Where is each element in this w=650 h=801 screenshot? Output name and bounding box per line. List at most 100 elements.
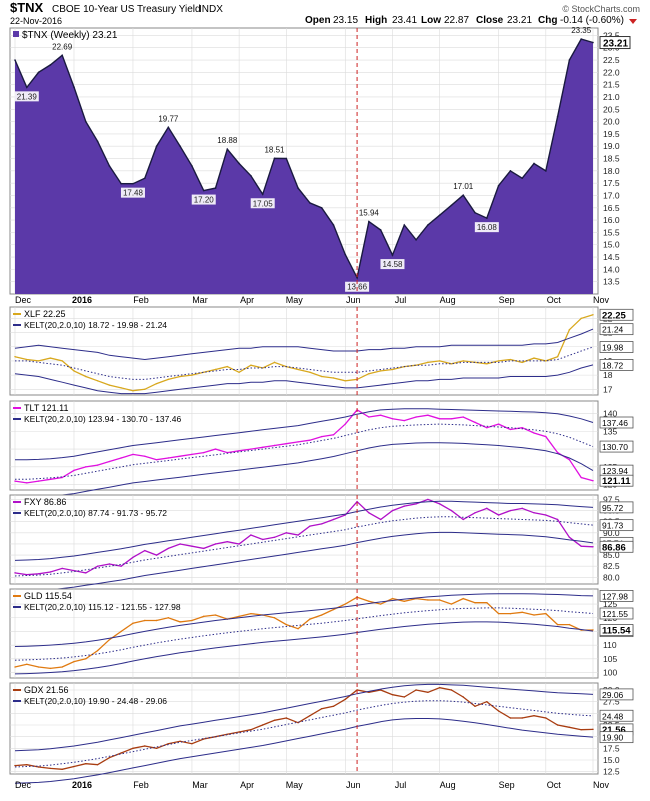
price-point	[309, 618, 311, 620]
axis-value: 137.46	[602, 418, 628, 428]
x-tick-label: Feb	[133, 295, 149, 305]
tnx-point	[49, 64, 52, 66]
price-point	[108, 563, 111, 565]
axis-value: 21.56	[602, 725, 626, 736]
axis-value: 95.72	[602, 503, 624, 513]
price-point	[368, 416, 370, 418]
price-point	[167, 378, 170, 381]
tnx-point	[179, 145, 181, 148]
tnx-point	[285, 157, 288, 160]
price-point	[179, 455, 181, 457]
price-point	[533, 432, 535, 434]
price-point	[61, 666, 63, 668]
low-value: 22.87	[444, 15, 469, 26]
data-label: 23.35	[571, 26, 592, 35]
price-point	[250, 534, 252, 536]
price-point	[556, 451, 559, 454]
price-point	[37, 573, 40, 575]
y-tick-label: 14.0	[603, 264, 620, 274]
axis-value-tag	[599, 341, 634, 353]
y-tick-label: 18.5	[603, 154, 620, 164]
price-point	[462, 416, 464, 418]
tnx-point	[73, 86, 75, 88]
price-point	[427, 361, 429, 364]
tnx-point	[320, 206, 323, 209]
tnx-point	[155, 145, 158, 148]
tnx-point	[37, 71, 40, 74]
axis-value-tag	[599, 416, 634, 429]
price-point	[497, 612, 500, 615]
data-label: 19.77	[158, 114, 179, 123]
price-point	[144, 455, 146, 457]
data-label-bg	[345, 281, 370, 292]
tnx-point	[14, 59, 16, 61]
price-point	[250, 612, 252, 615]
price-point	[250, 364, 252, 366]
tnx-point	[474, 211, 476, 214]
price-point	[203, 615, 205, 618]
y-tick-label: 17.5	[603, 178, 620, 188]
price-point	[273, 444, 276, 447]
keltner-line	[14, 500, 594, 561]
y-tick-label: 125	[603, 599, 617, 609]
y-tick-label: 18.0	[603, 166, 620, 176]
tnx-area	[15, 39, 593, 294]
price-point	[262, 724, 264, 726]
price-point	[533, 357, 535, 359]
tnx-point	[191, 165, 193, 167]
price-point	[497, 423, 500, 425]
price-point	[61, 360, 63, 362]
chg-value: -0.14 (-0.60%)	[560, 15, 624, 26]
price-point	[438, 503, 441, 505]
price-point	[73, 660, 75, 663]
price-point	[108, 638, 111, 641]
price-point	[49, 767, 52, 770]
price-point	[285, 532, 288, 534]
price-point	[592, 314, 594, 316]
y-tick-label: 16.0	[603, 215, 620, 225]
price-point	[320, 523, 323, 525]
price-point	[379, 414, 382, 416]
price-point	[368, 373, 370, 375]
price-point	[61, 768, 63, 771]
axis-value: 91.73	[602, 521, 624, 531]
price-point	[132, 747, 134, 750]
tnx-point	[226, 148, 229, 150]
tnx-point	[238, 162, 240, 165]
price-point	[391, 368, 394, 371]
x-tick-label: Sep	[499, 295, 515, 305]
y-tick-label: 17.5	[603, 743, 620, 753]
axis-value-tag	[599, 624, 634, 636]
tnx-point	[462, 194, 465, 197]
price-point	[320, 375, 323, 378]
keltner-line	[14, 328, 594, 361]
price-point	[273, 536, 276, 538]
close-label: Close	[476, 15, 504, 26]
price-point	[297, 534, 299, 536]
y-tick-label: 82.5	[603, 561, 620, 571]
axis-value: 19.90	[602, 733, 624, 743]
price-point	[167, 742, 170, 745]
keltner-line	[15, 442, 594, 498]
legend-kelt: KELT(20,2.0,10) 123.94 - 130.70 - 137.46	[24, 414, 181, 424]
price-point	[155, 459, 158, 461]
price-point	[96, 763, 99, 766]
price-point	[26, 663, 28, 666]
price-point	[462, 597, 464, 600]
stockcharts-watermark: © StockCharts.com	[562, 4, 640, 14]
open-label: Open	[305, 15, 331, 26]
keltner-line	[14, 531, 594, 593]
price-point	[344, 423, 346, 425]
x-tick-label: Mar	[192, 295, 208, 305]
price-point	[120, 565, 122, 567]
tnx-point	[297, 187, 299, 189]
y-tick-label: 140	[603, 408, 617, 418]
price-point	[427, 498, 429, 501]
legend-kelt: KELT(20,2.0,10) 115.12 - 121.55 - 127.98	[24, 602, 181, 612]
axis-value-tag	[599, 323, 634, 336]
price-line	[14, 409, 594, 484]
axis-value: 19.98	[602, 343, 624, 353]
x-tick-label-bottom: Jun	[346, 780, 361, 790]
legend-kelt: KELT(20,2.0,10) 19.90 - 24.48 - 29.06	[24, 696, 167, 706]
price-point	[509, 428, 512, 431]
